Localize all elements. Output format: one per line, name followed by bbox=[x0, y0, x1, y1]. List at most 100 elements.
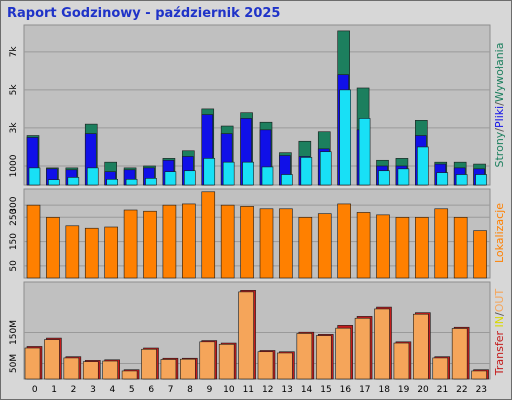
x-tick-label: 3 bbox=[90, 385, 96, 395]
y-tick-label: 5k bbox=[9, 84, 19, 96]
side-label-sep-1: / bbox=[493, 128, 506, 132]
y-tick-label: 150 bbox=[9, 233, 19, 250]
middle-panel bbox=[23, 188, 491, 279]
visits-bar bbox=[84, 227, 99, 279]
x-tick-label: 14 bbox=[301, 385, 313, 395]
transfer_out-bar bbox=[354, 317, 371, 380]
y-tick-label: 300 bbox=[9, 196, 19, 213]
pages-bar bbox=[48, 179, 60, 186]
visits-bar bbox=[162, 204, 177, 279]
x-tick-label: 16 bbox=[340, 385, 352, 395]
x-tick-label: 5 bbox=[129, 385, 135, 395]
visits-bar bbox=[395, 216, 410, 279]
visits-bar bbox=[201, 191, 216, 279]
top-panel-y-ticks: 1000 3k 5k 7k bbox=[9, 46, 19, 178]
pages-bar bbox=[28, 167, 41, 186]
x-tick-label: 21 bbox=[437, 385, 448, 395]
pages-bar bbox=[222, 161, 235, 186]
transfer_out-bar bbox=[24, 347, 41, 380]
x-tick-label: 13 bbox=[281, 385, 292, 395]
transfer_out-bar bbox=[277, 352, 293, 380]
middle-panel-bars bbox=[26, 191, 487, 279]
visits-bar bbox=[376, 214, 390, 279]
pages-bar bbox=[281, 174, 293, 186]
y-tick-label: 3k bbox=[9, 122, 19, 134]
pages-bar bbox=[319, 151, 332, 186]
pages-bar bbox=[378, 170, 390, 186]
visits-bar bbox=[473, 230, 487, 279]
pages-bar bbox=[358, 118, 371, 186]
bottom-panel-grid bbox=[24, 332, 490, 364]
bottom-panel-side-label: Transfer IN/OUT bbox=[493, 289, 506, 377]
pages-bar bbox=[145, 178, 157, 186]
visits-bar bbox=[453, 216, 468, 279]
side-label-out: OUT bbox=[493, 289, 506, 313]
x-tick-label: 23 bbox=[476, 385, 487, 395]
visits-bar bbox=[298, 216, 313, 279]
side-label-files: Pliki bbox=[493, 106, 506, 128]
y-tick-label: 7k bbox=[9, 46, 19, 58]
pages-bar bbox=[261, 166, 274, 186]
pages-bar bbox=[203, 158, 216, 186]
top-panel-bars bbox=[26, 30, 487, 186]
visits-bar bbox=[279, 208, 293, 279]
visits-bar bbox=[317, 213, 332, 279]
x-tick-label: 12 bbox=[262, 385, 273, 395]
visits-bar bbox=[240, 206, 254, 279]
x-tick-label: 18 bbox=[378, 385, 390, 395]
transfer_out-bar bbox=[44, 339, 60, 380]
y-tick-label: 250 bbox=[9, 208, 19, 225]
pages-bar bbox=[184, 170, 196, 186]
x-tick-label: 11 bbox=[243, 385, 254, 395]
x-tick-label: 6 bbox=[148, 385, 154, 395]
visits-bar bbox=[337, 203, 351, 279]
transfer_out-bar bbox=[413, 313, 429, 380]
x-tick-label: 8 bbox=[187, 385, 193, 395]
transfer_out-bar bbox=[374, 308, 390, 380]
x-tick-label: 10 bbox=[223, 385, 235, 395]
pages-bar bbox=[397, 168, 410, 186]
middle-panel-grid bbox=[24, 204, 490, 267]
x-tick-label: 17 bbox=[359, 385, 370, 395]
bottom-panel bbox=[23, 281, 491, 380]
pages-bar bbox=[125, 178, 138, 186]
visits-bar bbox=[104, 226, 118, 279]
visits-bar bbox=[143, 210, 157, 279]
middle-panel-side-label: Lokalizacje bbox=[493, 203, 506, 263]
pages-bar bbox=[67, 177, 80, 186]
transfer_out-bar bbox=[296, 333, 313, 380]
pages-bar bbox=[86, 167, 99, 186]
visits-bar bbox=[123, 209, 138, 279]
transfer_out-bar bbox=[218, 343, 235, 380]
transfer_out-bar bbox=[471, 370, 487, 380]
pages-bar bbox=[164, 171, 177, 186]
visits-bar bbox=[356, 212, 371, 279]
transfer_out-bar bbox=[63, 357, 80, 380]
side-label-sep-2: / bbox=[493, 102, 506, 106]
pages-bar bbox=[339, 89, 351, 186]
visits-bar bbox=[182, 203, 196, 279]
y-tick-label: 150M bbox=[9, 320, 19, 345]
visits-bar bbox=[26, 204, 41, 279]
transfer_out-bar bbox=[82, 361, 99, 380]
x-tick-label: 20 bbox=[417, 385, 429, 395]
visits-bar bbox=[220, 204, 235, 279]
visits-bar bbox=[259, 208, 274, 279]
pages-bar bbox=[475, 174, 487, 186]
x-tick-label: 7 bbox=[168, 385, 174, 395]
visits-bar bbox=[415, 216, 429, 279]
bottom-panel-y-ticks: 50M 150M bbox=[9, 320, 19, 373]
visits-bar bbox=[46, 216, 60, 279]
x-tick-label: 9 bbox=[207, 385, 213, 395]
transfer_out-bar bbox=[432, 357, 449, 380]
x-tick-label: 4 bbox=[110, 385, 116, 395]
transfer_out-bar bbox=[393, 342, 410, 380]
y-tick-label: 50 bbox=[9, 260, 19, 272]
top-panel-side-label: Strony/Pliki/Wywołania bbox=[493, 43, 506, 168]
pages-bar bbox=[300, 157, 313, 186]
x-axis-labels: 0 1 2 3 4 5 6 7 8 9 10 11 12 13 14 15 16 17 18 19 20 21 22 23 bbox=[32, 385, 487, 395]
x-tick-label: 22 bbox=[456, 385, 467, 395]
side-label-in: IN bbox=[493, 316, 506, 327]
transfer_out-bar bbox=[315, 335, 332, 380]
y-tick-label: 50M bbox=[9, 354, 19, 373]
